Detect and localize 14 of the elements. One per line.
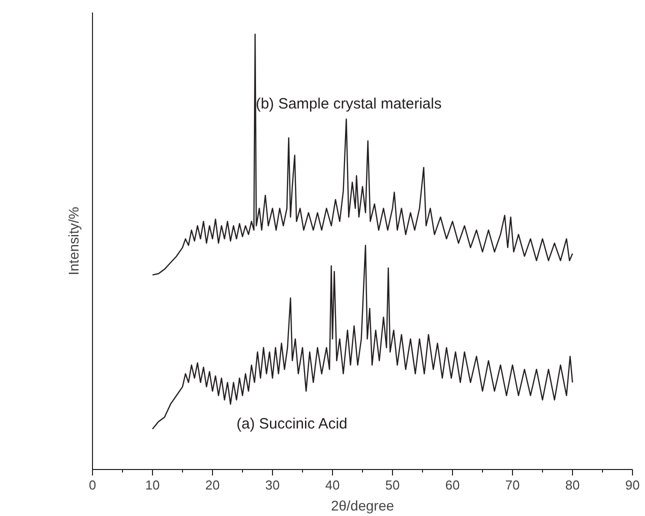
x-tick-label: 70 bbox=[505, 478, 520, 492]
x-tick-label: 40 bbox=[325, 478, 340, 492]
x-tick-label: 30 bbox=[265, 478, 280, 492]
x-axis-title: 2θ/degree bbox=[330, 498, 394, 514]
x-tick-label: 20 bbox=[205, 478, 220, 492]
series-label: (a) Succinic Acid bbox=[236, 415, 348, 432]
series-label: (b) Sample crystal materials bbox=[256, 95, 442, 112]
x-tick-label: 50 bbox=[385, 478, 400, 492]
x-tick-label: 0 bbox=[88, 478, 96, 492]
x-tick-label: 90 bbox=[625, 478, 640, 492]
y-axis-title: Intensity/% bbox=[66, 206, 82, 276]
x-tick-label: 10 bbox=[145, 478, 160, 492]
x-tick-label: 80 bbox=[565, 478, 580, 492]
x-tick-label: 60 bbox=[445, 478, 460, 492]
